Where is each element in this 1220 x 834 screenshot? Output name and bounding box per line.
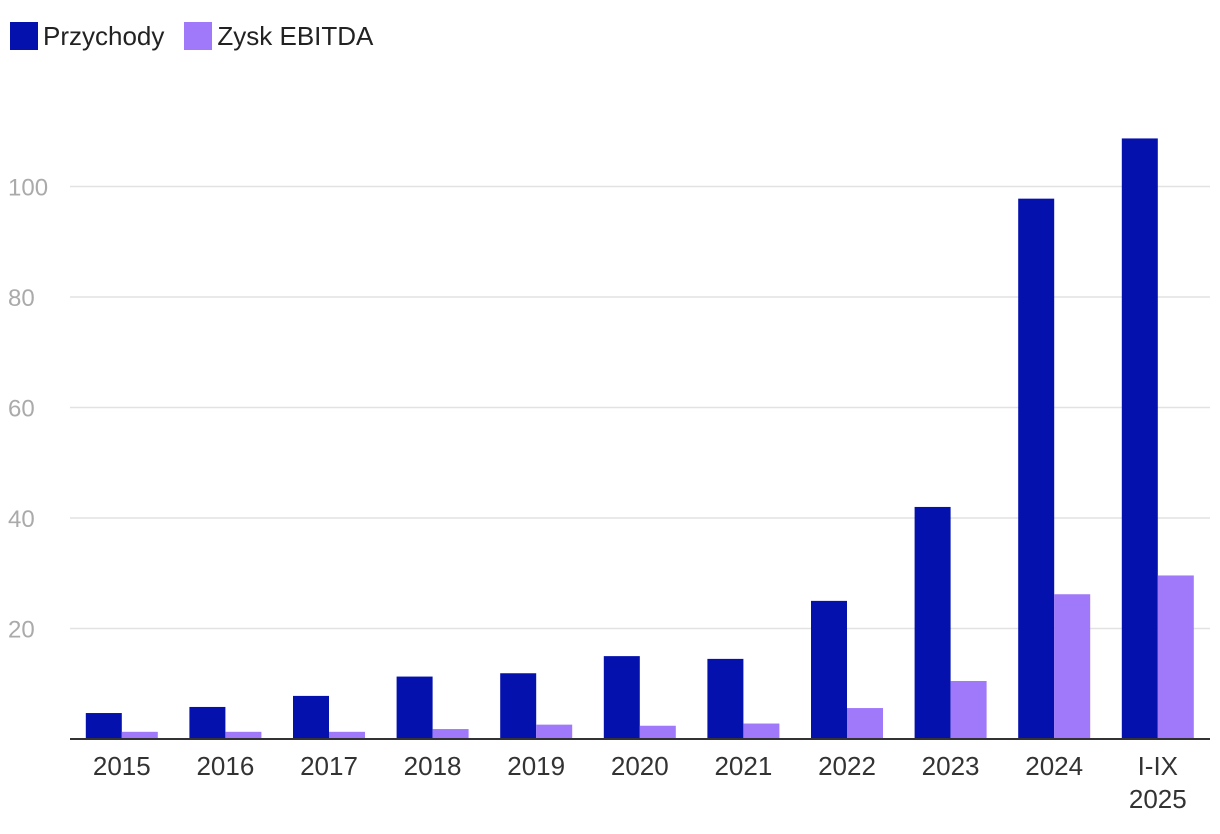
- x-tick-label-8: 2023: [922, 751, 980, 781]
- bar-zysk-ebitda-3: [432, 729, 469, 739]
- x-tick-label-7: 2022: [818, 751, 876, 781]
- bar-przychody-4: [500, 673, 537, 739]
- legend-item-przychody: Przychody: [10, 21, 164, 52]
- bar-zysk-ebitda-4: [536, 724, 573, 739]
- legend-label-przychody: Przychody: [43, 20, 165, 51]
- y-axis-ticks: 20 40 60 80 100: [8, 175, 48, 644]
- y-tick-label-100: 100: [8, 175, 48, 202]
- x-axis-ticks: 2015 2016 2017 2018 2019 2020 2021 2022 2023 2024…: [93, 751, 1187, 814]
- bar-zysk-ebitda-6: [743, 723, 780, 739]
- bar-przychody-10: [1121, 138, 1158, 739]
- x-tick-label-2: 2017: [300, 751, 358, 781]
- bar-przychody-1: [189, 706, 226, 739]
- bar-zysk-ebitda-5: [639, 725, 676, 739]
- bar-zysk-ebitda-2: [329, 731, 365, 739]
- bars: [85, 138, 1194, 739]
- x-tick-label-9: 2024: [1025, 751, 1083, 781]
- legend-swatch-przychody: [10, 22, 38, 50]
- legend-item-zysk-ebitda: Zysk EBITDA: [184, 21, 373, 52]
- y-tick-label-20: 20: [8, 617, 35, 644]
- bar-zysk-ebitda-10: [1157, 575, 1194, 739]
- y-tick-label-60: 60: [8, 396, 35, 423]
- bar-zysk-ebitda-0: [121, 731, 158, 739]
- bar-zysk-ebitda-8: [950, 680, 987, 739]
- bar-przychody-3: [396, 676, 433, 739]
- x-tick-label-0: 2015: [93, 751, 151, 781]
- x-tick-label-6: 2021: [714, 751, 772, 781]
- bar-zysk-ebitda-1: [225, 731, 262, 739]
- bar-zysk-ebitda-9: [1054, 594, 1091, 739]
- legend-swatch-zysk-ebitda: [184, 22, 213, 50]
- x-tick-label-10: I-IX 2025: [1129, 751, 1187, 814]
- chart-legend: Przychody Zysk EBITDA: [10, 20, 373, 52]
- bar-przychody-2: [293, 695, 329, 739]
- x-tick-label-4: 2019: [507, 751, 565, 781]
- x-tick-label-3: 2018: [404, 751, 462, 781]
- bar-przychody-8: [914, 506, 951, 739]
- bar-zysk-ebitda-7: [847, 708, 883, 739]
- bar-przychody-5: [603, 656, 640, 739]
- y-tick-label-80: 80: [8, 285, 35, 312]
- bar-przychody-6: [707, 658, 744, 739]
- legend-label-zysk-ebitda: Zysk EBITDA: [217, 20, 374, 51]
- bar-przychody-9: [1018, 198, 1055, 739]
- y-tick-label-40: 40: [8, 506, 35, 533]
- x-tick-label-1: 2016: [196, 751, 254, 781]
- x-tick-label-5: 2020: [611, 751, 669, 781]
- bar-przychody-0: [85, 713, 122, 739]
- bar-przychody-7: [811, 600, 847, 739]
